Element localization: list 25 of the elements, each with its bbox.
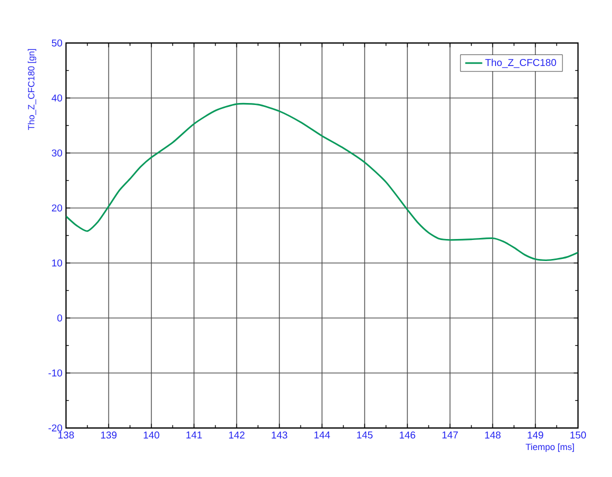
- x-tick-label: 148: [485, 432, 501, 439]
- y-tick-label: 50: [52, 39, 62, 47]
- x-tick-label: 142: [229, 432, 244, 438]
- y-tick-label: -10: [48, 369, 62, 377]
- x-tick-label: 140: [144, 432, 160, 439]
- x-tick-label: 145: [357, 432, 373, 438]
- x-tick-label: 147: [442, 432, 458, 438]
- x-tick-label: 141: [186, 432, 202, 438]
- y-axis-title: Tho_Z_CFC180 [gn]: [28, 49, 36, 130]
- x-tick-label: 143: [272, 432, 288, 439]
- x-tick-label: 146: [400, 432, 416, 439]
- legend-label: Tho_Z_CFC180: [485, 58, 556, 68]
- line-series: [66, 102, 578, 262]
- x-tick-label: 149: [528, 432, 544, 439]
- y-tick-label: 20: [52, 204, 62, 212]
- y-tick-label: -20: [48, 424, 62, 432]
- x-tick-label: 144: [314, 432, 330, 438]
- x-tick-label: 138: [58, 432, 74, 439]
- y-tick-label: 10: [52, 259, 62, 267]
- y-tick-label: 0: [57, 314, 62, 322]
- y-tick-label: 30: [52, 149, 62, 157]
- y-tick-label: 40: [52, 94, 62, 102]
- x-axis-title: Tiempo [ms]: [526, 444, 574, 452]
- x-tick-label: 139: [101, 432, 117, 439]
- x-tick-label: 150: [570, 432, 586, 439]
